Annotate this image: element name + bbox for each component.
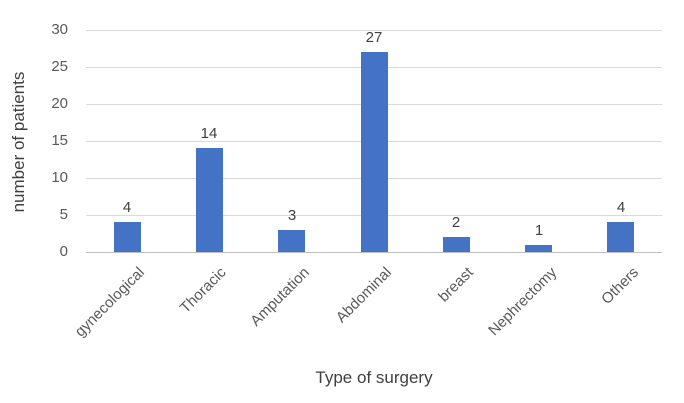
x-category-label: breast — [435, 264, 478, 306]
bar-value-label: 1 — [534, 222, 544, 239]
y-tick-label: 5 — [59, 206, 68, 223]
bar — [196, 148, 223, 252]
bar-value-label: 27 — [365, 29, 383, 46]
y-tick-label: 20 — [51, 95, 68, 112]
x-category-label: Abdominal — [332, 264, 396, 327]
x-axis-line — [86, 252, 662, 253]
bar-value-label: 4 — [122, 199, 132, 216]
x-category-label: Nephrectomy — [484, 264, 561, 340]
y-gridline — [86, 30, 662, 31]
bar-value-label: 3 — [287, 207, 297, 224]
y-tick-label: 25 — [51, 58, 68, 75]
x-axis-title: Type of surgery — [315, 368, 433, 387]
bar — [607, 222, 634, 252]
x-category-label: Others — [598, 264, 643, 308]
y-tick-label: 0 — [59, 243, 68, 260]
bar — [361, 52, 388, 252]
y-tick-label: 15 — [51, 132, 68, 149]
bar — [525, 245, 552, 252]
bar-value-label: 4 — [616, 199, 626, 216]
bar — [114, 222, 141, 252]
bar — [278, 230, 305, 252]
y-tick-label: 10 — [51, 169, 68, 186]
bar-value-label: 2 — [451, 214, 461, 231]
y-tick-label: 30 — [51, 21, 68, 38]
bar — [443, 237, 470, 252]
x-category-label: gynecological — [71, 264, 149, 341]
x-category-label: Thoracic — [177, 264, 231, 317]
x-category-label: Amputation — [247, 264, 314, 330]
bar-value-label: 14 — [200, 125, 218, 142]
